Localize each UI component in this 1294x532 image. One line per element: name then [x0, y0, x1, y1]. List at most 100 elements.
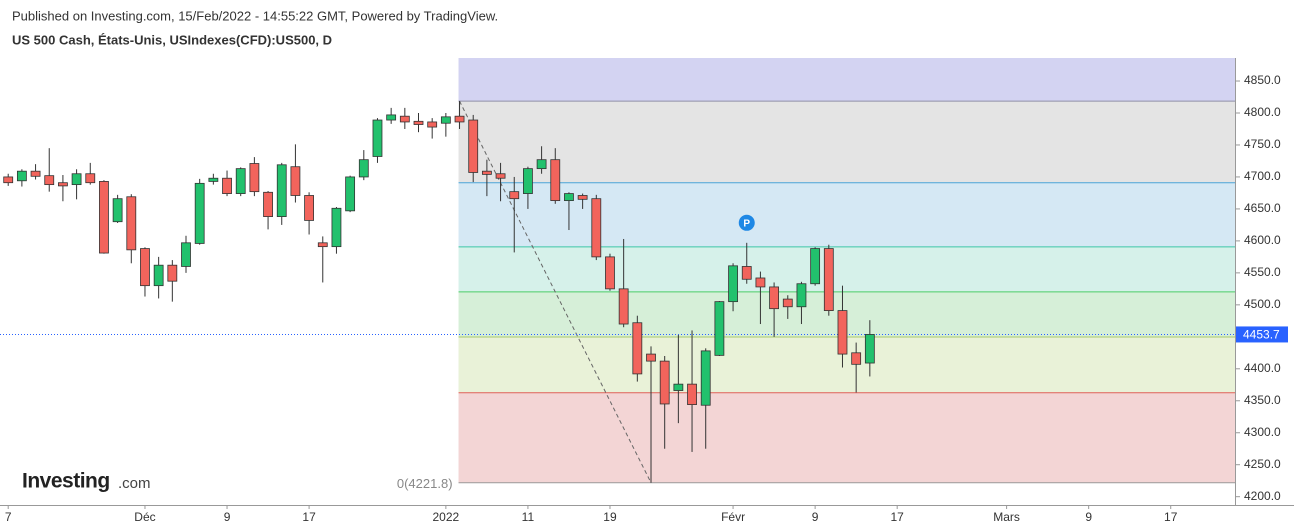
last-price-tag: [1236, 326, 1288, 343]
y-tick-label: 4800.0: [1244, 105, 1281, 119]
logo-brand: Investing: [22, 470, 110, 493]
x-tick-label: 9: [1085, 510, 1092, 524]
fib-band: [458, 58, 1235, 102]
y-tick-label: 4750.0: [1244, 137, 1281, 151]
candle-body: [222, 177, 232, 194]
candle-body: [304, 195, 314, 221]
candle-body: [399, 115, 410, 123]
candle-body: [523, 168, 533, 194]
x-tick-label: Mars: [993, 510, 1020, 524]
candle-body: [44, 175, 55, 186]
candle-body: [16, 170, 27, 182]
x-tick-label: 19: [603, 510, 617, 524]
candle-body: [550, 159, 561, 202]
candle-body: [468, 119, 479, 173]
candle-body: [358, 159, 369, 178]
candle-body: [276, 164, 287, 217]
candle-body: [823, 248, 834, 311]
candle-body: [577, 195, 588, 200]
plot-area: [0, 58, 1235, 484]
candle-body: [317, 242, 328, 248]
y-tick-label: 4500.0: [1244, 297, 1281, 311]
candle-body: [331, 207, 342, 248]
candle-body: [153, 264, 164, 287]
x-tick-label: 11: [522, 510, 535, 524]
candle-body: [536, 159, 547, 170]
x-tick-label: 7: [5, 510, 12, 524]
x-tick-label: Déc: [134, 510, 155, 524]
y-tick-label: 4600.0: [1244, 233, 1281, 247]
y-tick-label: 4850.0: [1244, 73, 1281, 87]
candle-body: [659, 360, 670, 405]
candle-body: [454, 115, 465, 123]
candle-body: [85, 173, 96, 184]
pivot-marker: [738, 214, 755, 231]
fib-band: [458, 182, 1235, 247]
candle-body: [728, 265, 738, 303]
candle-body: [605, 256, 615, 290]
candle-body: [3, 176, 14, 184]
candle-body: [796, 283, 807, 308]
candle-body: [263, 191, 273, 217]
candle-body: [769, 286, 779, 310]
logo-suffix: .com: [118, 475, 151, 492]
candle-body: [864, 334, 875, 364]
y-tick-label: 4550.0: [1244, 265, 1281, 279]
y-tick-label: 4200.0: [1244, 489, 1281, 503]
candle-body: [413, 120, 424, 125]
candle-body: [782, 298, 793, 308]
y-tick-label: 4250.0: [1244, 457, 1281, 471]
candle-body: [181, 242, 191, 267]
candle-body: [126, 196, 137, 251]
candle-body: [290, 166, 301, 196]
candle-body: [167, 264, 178, 282]
x-tick-label: 2022: [433, 510, 460, 524]
candle-body: [208, 177, 219, 182]
y-tick-label: 4400.0: [1244, 361, 1281, 375]
candle-body: [372, 119, 383, 157]
candle-body: [481, 170, 492, 175]
fib-trend-line: [459, 100, 652, 483]
candle-body: [755, 277, 766, 288]
y-tick-label: 4300.0: [1244, 425, 1281, 439]
last-price-label: 4453.7: [1243, 328, 1280, 342]
candle-body: [509, 191, 520, 200]
candle-body: [837, 310, 848, 355]
y-tick-label: 4700.0: [1244, 169, 1281, 183]
fib-band: [458, 246, 1235, 292]
y-tick-label: 4350.0: [1244, 393, 1281, 407]
x-tick-label: 17: [1164, 510, 1178, 524]
candle-body: [673, 383, 684, 391]
candle-body: [687, 383, 697, 406]
x-tick-label: Févr: [721, 510, 745, 524]
fib-band: [458, 101, 1235, 183]
candle-body: [851, 352, 862, 365]
candle-body: [249, 163, 260, 193]
candle-body: [440, 116, 451, 124]
candle-body: [194, 182, 205, 244]
candle-body: [495, 173, 506, 179]
chart-title: US 500 Cash, États-Unis, USIndexes(CFD):…: [12, 32, 332, 47]
candle-body: [71, 173, 82, 186]
published-note: Published on Investing.com, 15/Feb/2022 …: [12, 8, 498, 23]
x-tick-label: 17: [891, 510, 905, 524]
candle-body: [30, 170, 41, 177]
fib-band: [458, 392, 1235, 483]
candle-body: [427, 121, 438, 128]
candle-body: [591, 198, 602, 258]
candle-body: [140, 248, 150, 287]
candle-body: [58, 182, 68, 187]
candle-body: [632, 322, 643, 375]
candle-body: [646, 353, 656, 362]
candle-body: [810, 248, 821, 285]
x-tick-label: 9: [812, 510, 819, 524]
x-tick-label: 17: [302, 510, 316, 524]
candle-body: [99, 181, 109, 254]
candle-body: [386, 114, 397, 121]
y-tick-label: 4650.0: [1244, 201, 1281, 215]
candle-body: [112, 198, 123, 223]
candle-body: [345, 176, 356, 212]
x-tick-label: 9: [224, 510, 231, 524]
candle-body: [700, 350, 711, 406]
